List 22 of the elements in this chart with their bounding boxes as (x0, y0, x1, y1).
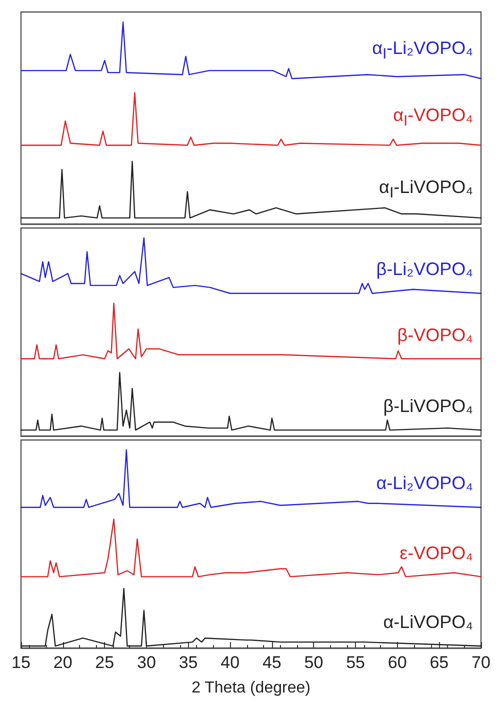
series-label: ε-VOPO₄ (400, 542, 473, 563)
x-tick-label: 30 (136, 653, 156, 672)
series-label: α-Li₂VOPO₄ (376, 473, 473, 494)
series-label: α-LiVOPO₄ (383, 612, 473, 632)
series-label: α$_{I}$-Li₂VOPO₄ (372, 38, 473, 65)
x-tick-label: 35 (178, 653, 198, 672)
x-tick-label: 45 (262, 653, 282, 672)
x-tick-label: 40 (220, 653, 240, 672)
series-label: α$_{I}$-LiVOPO₄ (379, 177, 473, 204)
x-tick-label: 65 (430, 653, 449, 672)
x-tick-label: 60 (388, 653, 407, 672)
series-label: β-Li₂VOPO₄ (376, 259, 473, 280)
series-label: β-VOPO₄ (397, 324, 473, 345)
x-tick-label: 50 (304, 653, 324, 672)
x-tick-label: 55 (346, 653, 366, 672)
x-tick-label: 25 (95, 653, 114, 672)
series-label: α$_{I}$-VOPO₄ (393, 104, 473, 132)
x-tick-label: 20 (53, 653, 72, 672)
x-axis-title: 2 Theta (degree) (192, 680, 310, 696)
x-tick-label: 70 (472, 653, 490, 672)
x-tick-label: 15 (12, 653, 30, 672)
series-label: β-LiVOPO₄ (383, 396, 473, 416)
